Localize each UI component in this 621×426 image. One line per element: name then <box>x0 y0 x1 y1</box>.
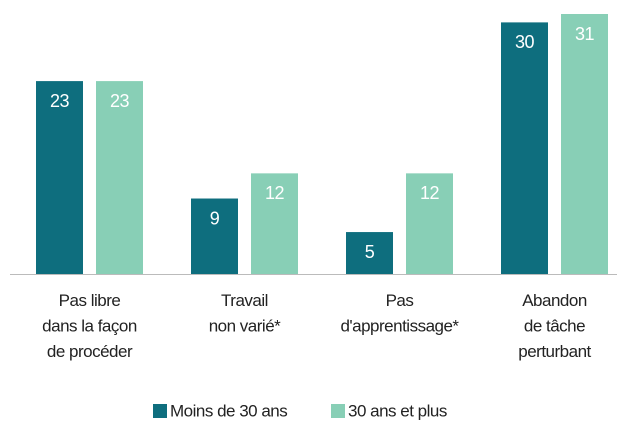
category-label-line: Travail <box>221 291 268 310</box>
category-label-line: de procéder <box>47 342 133 361</box>
value-label: 31 <box>575 24 595 44</box>
category-label-line: perturbant <box>518 342 591 361</box>
legend-label: Moins de 30 ans <box>170 401 287 420</box>
value-label: 5 <box>365 242 375 262</box>
bar <box>96 81 143 274</box>
category-label-line: de tâche <box>524 317 585 336</box>
value-label: 12 <box>420 183 440 203</box>
bar <box>191 198 238 274</box>
category-label-line: Pas <box>386 291 414 310</box>
value-label: 12 <box>265 183 285 203</box>
value-label: 23 <box>50 91 70 111</box>
legend-swatch <box>153 404 167 418</box>
category-label: Pas d'apprentissage* <box>340 291 459 336</box>
bar <box>251 173 298 274</box>
value-label: 23 <box>110 91 130 111</box>
bar <box>406 173 453 274</box>
category-label-line: Abandon <box>522 291 587 310</box>
bar <box>561 14 608 274</box>
category-label: Abandon de tâche perturbant <box>518 291 591 361</box>
value-label: 9 <box>210 208 220 228</box>
category-label: Travail non varié* <box>209 291 281 336</box>
category-label-line: Pas libre <box>59 291 121 310</box>
category-label-line: dans la façon <box>42 317 137 336</box>
bar <box>36 81 83 274</box>
category-label-line: d'apprentissage* <box>340 317 459 336</box>
legend-swatch <box>331 404 345 418</box>
legend-label: 30 ans et plus <box>348 401 447 420</box>
bar <box>501 22 548 274</box>
category-label: Pas libre dans la façon de procéder <box>42 291 137 361</box>
category-label-line: non varié* <box>209 317 281 336</box>
value-label: 30 <box>515 32 535 52</box>
bar <box>346 232 393 274</box>
